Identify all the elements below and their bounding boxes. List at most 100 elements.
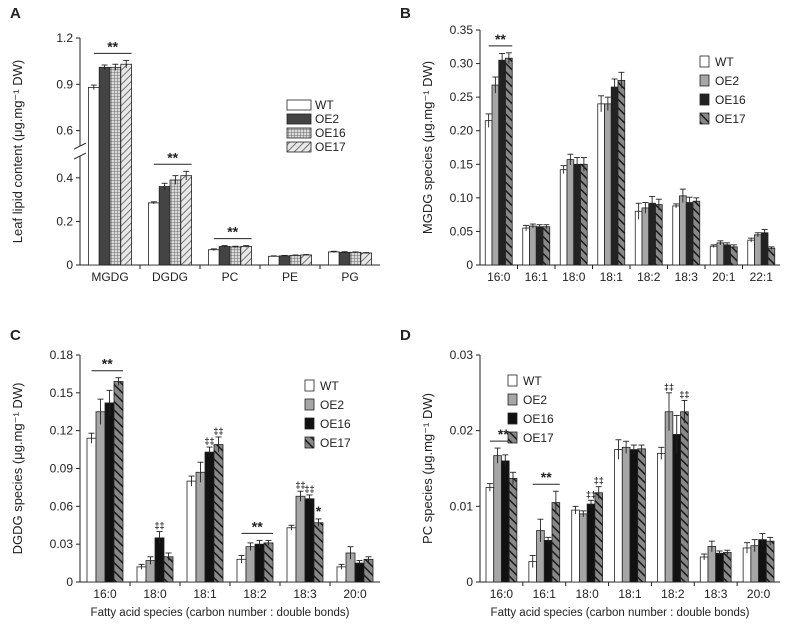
bar	[338, 251, 351, 266]
x-tick-label: 22:1	[750, 270, 774, 284]
bar	[685, 202, 694, 266]
bar	[195, 471, 206, 583]
y-tick-label: 0.18	[50, 348, 74, 362]
x-tick-label: 18:0	[143, 587, 167, 601]
legend-label: OE17	[523, 431, 554, 445]
bar	[579, 513, 588, 583]
legend-label: OE16	[315, 126, 346, 140]
bar	[95, 411, 106, 583]
significance-label: **	[498, 426, 509, 442]
bar	[580, 163, 588, 266]
legend-label: OE16	[320, 417, 351, 431]
significance-marker: ‡‡	[204, 436, 214, 446]
y-tick-label: 0.15	[50, 386, 74, 400]
y-tick-label: 0.01	[450, 499, 474, 513]
y-tick-label: 0.30	[450, 57, 474, 71]
panel-b: 0 0.05 0.10 0.15 0.20 0.25 0.30 0.35 MGDG specie…	[400, 5, 780, 284]
legend-swatch	[507, 412, 518, 425]
y-tick-label: 0	[466, 575, 473, 589]
x-tick-label: 16:0	[490, 587, 514, 601]
x-tick-label: PE	[282, 270, 298, 284]
legend-swatch	[304, 436, 315, 449]
y-tick-label: 0.15	[450, 157, 474, 171]
bar	[573, 163, 581, 266]
x-tick-label: 18:0	[575, 587, 599, 601]
bar	[360, 252, 372, 266]
bar	[679, 195, 687, 266]
legend-label: OE16	[523, 412, 554, 426]
x-tick-label: 16:1	[525, 270, 549, 284]
bar	[113, 381, 124, 583]
bar	[716, 242, 725, 266]
significance-label: **	[227, 224, 238, 240]
x-tick-label: 18:3	[293, 587, 317, 601]
legend-swatch	[699, 93, 710, 106]
bar	[508, 477, 518, 583]
legend-swatch	[507, 431, 518, 444]
y-tick-label: 0	[466, 258, 473, 272]
bar	[154, 537, 165, 583]
bar	[522, 227, 530, 266]
bar	[657, 452, 666, 583]
bar	[186, 480, 197, 583]
y-tick-label: 0.35	[450, 23, 474, 37]
x-tick-label: 18:3	[704, 587, 728, 601]
x-axis-label: Fatty acid species (carbon number : doub…	[491, 607, 750, 619]
bar	[229, 246, 242, 266]
x-tick-label: 18:2	[243, 587, 267, 601]
bar	[529, 225, 537, 266]
bar	[586, 503, 596, 583]
bar	[707, 546, 717, 583]
x-tick-label: 20:1	[712, 270, 736, 284]
bar	[648, 202, 656, 266]
bar	[559, 169, 568, 266]
legend-label: OE2	[523, 393, 547, 407]
bar	[493, 455, 502, 583]
bar	[289, 255, 302, 266]
panel-letter: A	[10, 5, 21, 22]
bar	[295, 495, 306, 583]
significance-label: **	[107, 38, 118, 54]
axis-break-gap	[74, 146, 86, 157]
significance-marker: ‡‡	[304, 484, 314, 494]
y-tick-label: 0.4	[56, 171, 73, 185]
bar	[169, 179, 182, 266]
legend-swatch	[286, 99, 312, 111]
bar	[120, 63, 133, 266]
bar	[758, 539, 767, 583]
x-tick-label: 18:2	[661, 587, 685, 601]
significance-marker: ‡‡	[586, 489, 596, 499]
x-tick-label: 18:1	[618, 587, 642, 601]
legend-swatch	[507, 393, 518, 406]
bar	[501, 460, 510, 583]
legend-label: WT	[523, 374, 542, 388]
bar	[629, 449, 639, 583]
bar	[245, 546, 256, 583]
legend-label: OE2	[320, 398, 344, 412]
significance-marker: ‡‡	[295, 480, 305, 490]
y-tick-label: 0.10	[450, 191, 474, 205]
panel-letter: D	[400, 327, 411, 344]
bar	[672, 434, 681, 583]
bar	[535, 226, 544, 266]
bar	[104, 402, 115, 583]
y-axis-label: Leaf lipid content (μg.mg⁻¹ DW)	[10, 60, 25, 243]
y-tick-label: 0.02	[450, 424, 474, 438]
bar	[363, 558, 374, 583]
bar	[692, 200, 701, 266]
x-tick-label: 16:1	[533, 587, 557, 601]
bar	[485, 487, 495, 583]
significance-label: **	[252, 518, 263, 534]
x-tick-label: PG	[341, 270, 358, 284]
significance-marker: ‡‡	[594, 476, 604, 486]
bar	[614, 449, 623, 583]
significance-label: **	[102, 356, 113, 372]
significance-marker: ‡‡	[154, 521, 164, 531]
significance-marker: ‡‡	[213, 426, 223, 436]
panel-a: 0 0.2 0.4 0.6 0.9 1.2 Leaf lipid content (μg.m…	[10, 5, 380, 284]
x-tick-label: 20:0	[343, 587, 367, 601]
x-tick-label: 18:0	[562, 270, 586, 284]
legend-swatch	[304, 379, 315, 392]
bar	[723, 552, 732, 583]
